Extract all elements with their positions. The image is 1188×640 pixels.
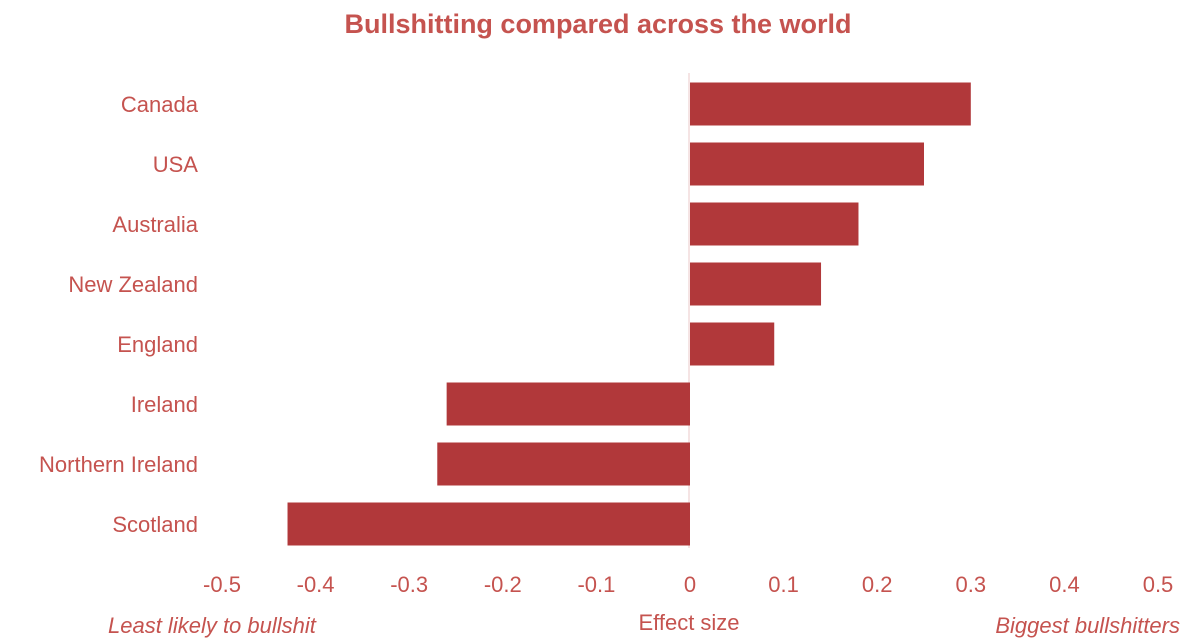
bar-new-zealand	[690, 262, 822, 306]
right-annotation: Biggest bullshitters	[995, 613, 1180, 638]
x-tick-label: -0.1	[577, 572, 615, 597]
bar-northern-ireland	[437, 442, 690, 486]
chart-title: Bullshitting compared across the world	[344, 9, 851, 39]
category-label-england: England	[117, 332, 198, 357]
bar-australia	[690, 202, 859, 246]
x-tick-label: 0	[684, 572, 696, 597]
x-tick-label: 0.1	[768, 572, 799, 597]
category-label-ireland: Ireland	[131, 392, 198, 417]
x-tick-label: 0.4	[1049, 572, 1080, 597]
bar-ireland	[446, 382, 690, 426]
bar-scotland	[287, 502, 690, 546]
bar-england	[690, 322, 775, 366]
x-axis-tick-labels: -0.5 -0.4 -0.3 -0.2 -0.1 0 0.1 0.2 0.3 0.4 0.5	[203, 572, 1173, 597]
category-label-scotland: Scotland	[112, 512, 198, 537]
left-annotation: Least likely to bullshit	[108, 613, 317, 638]
bars	[287, 82, 971, 546]
category-label-australia: Australia	[112, 212, 198, 237]
category-labels: Canada USA Australia New Zealand England Irel…	[39, 92, 199, 537]
x-tick-label: 0.3	[956, 572, 987, 597]
x-axis-label: Effect size	[638, 610, 739, 635]
category-label-northern-ireland: Northern Ireland	[39, 452, 198, 477]
x-tick-label: -0.5	[203, 572, 241, 597]
x-tick-label: -0.4	[297, 572, 335, 597]
bar-usa	[690, 142, 924, 186]
x-tick-label: 0.2	[862, 572, 893, 597]
x-tick-label: -0.2	[484, 572, 522, 597]
x-tick-label: 0.5	[1143, 572, 1174, 597]
category-label-new-zealand: New Zealand	[68, 272, 198, 297]
category-label-canada: Canada	[121, 92, 199, 117]
bar-canada	[690, 82, 971, 126]
category-label-usa: USA	[153, 152, 199, 177]
x-tick-label: -0.3	[390, 572, 428, 597]
